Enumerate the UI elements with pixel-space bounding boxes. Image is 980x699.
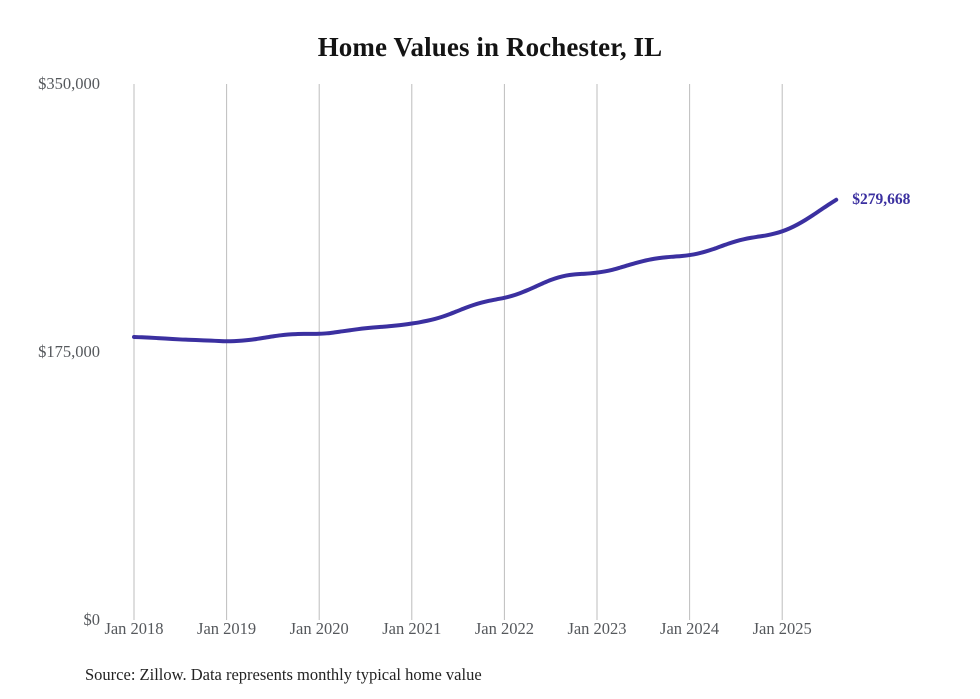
x-tick-label: Jan 2023: [567, 619, 627, 638]
y-tick-label: $0: [83, 610, 101, 629]
x-tick-label: Jan 2021: [382, 619, 442, 638]
y-axis: $0 $175,000 $350,000: [0, 0, 100, 699]
x-tick-label: Jan 2025: [752, 619, 812, 638]
y-tick-label: $175,000: [38, 342, 100, 361]
x-tick-label: Jan 2018: [104, 619, 164, 638]
x-tick-label: Jan 2024: [660, 619, 720, 638]
y-tick-label: $350,000: [38, 74, 100, 93]
end-value-label: $279,668: [852, 190, 911, 208]
source-note: Source: Zillow. Data represents monthly …: [85, 665, 482, 684]
x-tick-label: Jan 2019: [197, 619, 257, 638]
x-tick-label: Jan 2020: [289, 619, 349, 638]
chart-title: Home Values in Rochester, IL: [317, 32, 663, 62]
series-line: [132, 197, 839, 344]
gridlines: [133, 84, 783, 620]
x-tick-label: Jan 2022: [474, 619, 534, 638]
